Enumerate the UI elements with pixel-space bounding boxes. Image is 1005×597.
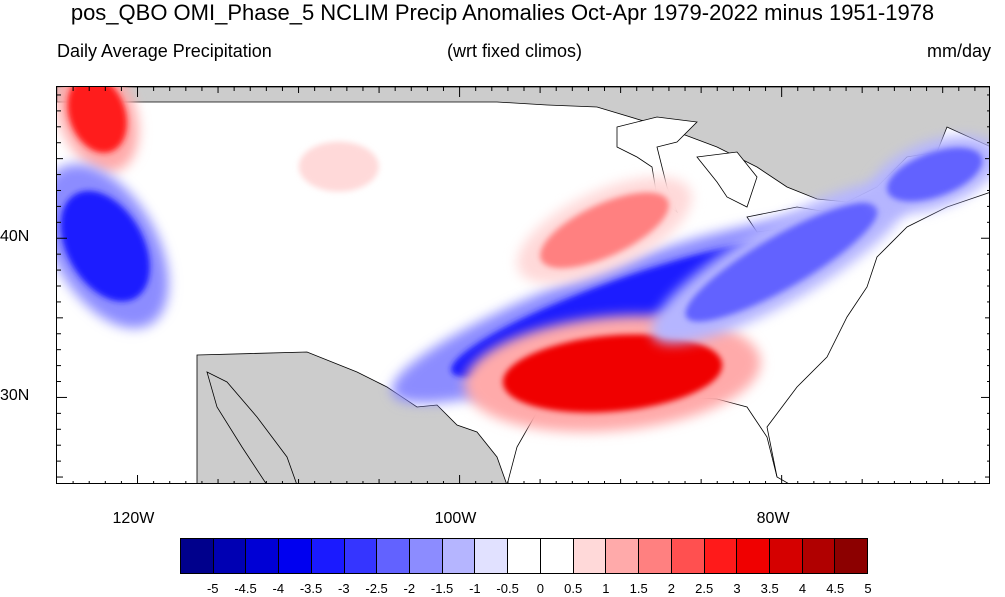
- map-canvas: [57, 87, 989, 483]
- colorbar-swatch: [802, 539, 836, 573]
- colorbar-swatch: [737, 539, 770, 573]
- appalachian-dry-core: [685, 202, 878, 322]
- colorbar-swatch: [671, 539, 705, 573]
- colorbar-label: -2: [403, 581, 416, 596]
- subtitle-center: (wrt fixed climos): [447, 41, 583, 61]
- precip-anomaly-layer: [57, 87, 989, 432]
- colorbar-swatch: [213, 539, 247, 573]
- colorbar-label: -0.5: [496, 581, 519, 596]
- lon-label: 100W: [434, 510, 477, 527]
- colorbar-label: -1: [469, 581, 481, 596]
- new-england-dry-core: [887, 147, 983, 202]
- figure-title: pos_QBO OMI_Phase_5 NCLIM Precip Anomali…: [70, 0, 935, 25]
- baja-california: [206, 371, 297, 483]
- colorbar-swatch: [246, 539, 280, 573]
- colorbar-label: -1.5: [430, 581, 454, 596]
- colorbar-swatch: [606, 539, 640, 573]
- colorbar-label: 2: [667, 581, 676, 596]
- colorbar-swatch: [835, 539, 868, 573]
- colorbar-swatch: [181, 539, 214, 573]
- colorbar-swatch: [573, 539, 607, 573]
- colorbar-swatch: [769, 539, 803, 573]
- map-panel: [56, 86, 990, 484]
- atlantic-coastline: [766, 192, 989, 478]
- midwest-wet-core: [540, 192, 669, 269]
- northern-california-dry-core: [60, 190, 150, 302]
- colorbar-label: 2.5: [695, 581, 714, 596]
- colorbar-label: 0: [536, 581, 544, 596]
- colorbar-swatch: [475, 539, 509, 573]
- colorbar-label: -3: [338, 581, 350, 596]
- colorbar-label: 3: [733, 581, 741, 596]
- colorbar-label: 1.5: [629, 581, 648, 596]
- colorbar-swatch: [442, 539, 476, 573]
- colorbar-label: -3.5: [299, 581, 323, 596]
- subtitle-left: Daily Average Precipitation: [57, 41, 272, 61]
- colorbar-swatch: [410, 539, 443, 573]
- colorbar-swatch: [508, 539, 541, 573]
- northern-rockies-wet-core: [298, 141, 379, 192]
- axis-ticks: [57, 87, 989, 483]
- colorbar-label: 1: [602, 581, 610, 596]
- colorbar-label: 5: [864, 581, 872, 596]
- colorbar-swatch: [344, 539, 378, 573]
- lat-label: 30N: [0, 387, 30, 405]
- colorbar-swatch: [639, 539, 672, 573]
- lat-label: 40N: [0, 228, 30, 246]
- gulf-coast-wet-core: [502, 334, 723, 413]
- colorbar-label: 0.5: [564, 581, 583, 596]
- colorbar-label: -4.5: [234, 581, 257, 596]
- colorbar-label: 4.5: [826, 581, 845, 596]
- colorbar-swatch: [377, 539, 411, 573]
- colorbar-swatch: [279, 539, 312, 573]
- canada-landmass: [57, 87, 989, 203]
- colorbar-label: -5: [206, 581, 219, 596]
- lon-label: 80W: [756, 510, 790, 527]
- colorbar-label: -2.5: [365, 581, 388, 596]
- colorbar-swatch: [704, 539, 738, 573]
- colorbar-label: 4: [798, 581, 807, 596]
- colorbar-label: -4: [272, 581, 285, 596]
- colorbar-swatch: [540, 539, 574, 573]
- colorbar-label: 3.5: [760, 581, 779, 596]
- colorbar-swatch: [311, 539, 345, 573]
- pacific-northwest-wet-core: [67, 87, 127, 153]
- colorbar: [180, 538, 868, 574]
- lon-label: 120W: [112, 510, 155, 527]
- units-label: mm/day: [926, 41, 991, 61]
